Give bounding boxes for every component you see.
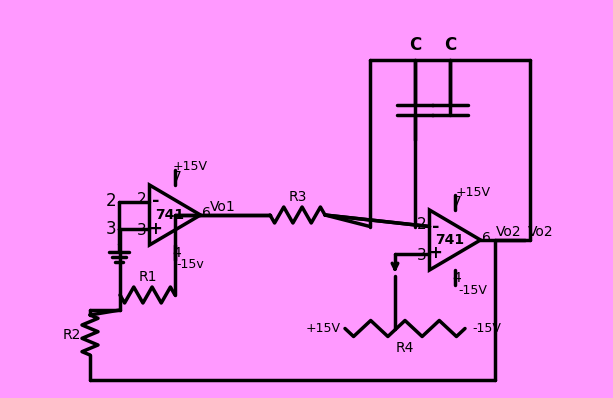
Text: 741: 741	[156, 208, 185, 222]
Text: 2: 2	[417, 217, 426, 232]
Text: R2: R2	[63, 328, 81, 342]
Text: 741: 741	[435, 233, 465, 247]
Text: 4: 4	[452, 271, 462, 285]
Text: +: +	[428, 244, 443, 263]
Text: +: +	[148, 220, 162, 238]
Text: 6: 6	[482, 231, 491, 245]
Text: -15V: -15V	[459, 283, 487, 297]
Text: 2: 2	[106, 193, 117, 211]
Text: R4: R4	[396, 341, 414, 355]
Text: +15V: +15V	[455, 185, 490, 199]
Text: 6: 6	[202, 206, 211, 220]
Text: -: -	[432, 217, 440, 236]
Text: +15V: +15V	[305, 322, 340, 335]
Text: 3: 3	[417, 248, 427, 263]
Text: +15V: +15V	[172, 160, 207, 174]
Text: 4: 4	[173, 246, 181, 260]
Text: Vo1: Vo1	[210, 200, 235, 214]
Text: 3: 3	[106, 220, 117, 238]
Text: -15V: -15V	[473, 322, 501, 335]
Text: C: C	[409, 36, 421, 54]
Text: Vo2: Vo2	[496, 225, 521, 239]
Text: Vo2: Vo2	[528, 225, 554, 239]
Text: R3: R3	[288, 190, 306, 204]
Text: 7: 7	[452, 195, 462, 209]
Text: -: -	[152, 193, 159, 211]
Text: -15v: -15v	[176, 258, 204, 271]
Text: 2: 2	[137, 192, 147, 207]
Text: C: C	[444, 36, 456, 54]
Text: R1: R1	[139, 270, 157, 284]
Text: 7: 7	[173, 170, 181, 184]
Text: 3: 3	[137, 223, 147, 238]
